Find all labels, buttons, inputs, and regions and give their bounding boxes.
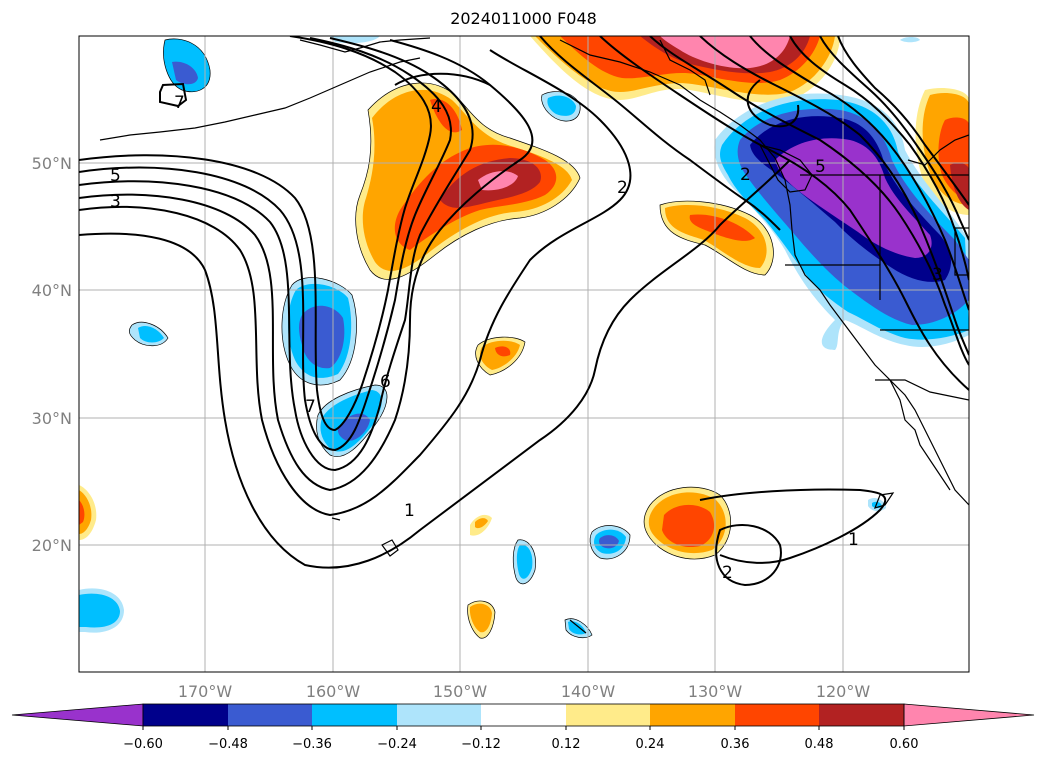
contour-label: 4 — [431, 97, 442, 117]
colorbar-extend-low — [11, 703, 144, 727]
contour-label: 2 — [740, 165, 751, 185]
map-panel: 7 5 3 4 2 2 5 6 7 1 1 2 3 — [79, 36, 969, 672]
lon-label: 160°W — [306, 682, 361, 701]
lat-label: 30°N — [32, 409, 72, 428]
map-title: 2024011000 F048 — [450, 9, 597, 28]
lat-label: 20°N — [32, 536, 72, 555]
colorbar-swatch — [228, 704, 312, 726]
colorbar-tick-label: −0.36 — [292, 737, 332, 752]
colorbar-tick-label: 0.12 — [552, 737, 581, 752]
lat-label: 40°N — [32, 281, 72, 300]
lat-label: 50°N — [32, 154, 72, 173]
coastlines — [99, 37, 969, 634]
colorbar-tick-label: 0.24 — [636, 737, 665, 752]
colorbar-tick-label: −0.12 — [461, 737, 501, 752]
contour-label: 7 — [305, 397, 316, 417]
colorbar-tick-label: −0.24 — [377, 737, 417, 752]
colorbar-swatch — [650, 704, 735, 726]
contour-label: 1 — [848, 530, 859, 550]
colorbar: −0.60 −0.48 −0.36 −0.24 −0.12 0.12 0.24 … — [11, 703, 1035, 752]
longitude-labels: 170°W 160°W 150°W 140°W 130°W 120°W — [178, 682, 871, 701]
lon-label: 170°W — [178, 682, 233, 701]
colorbar-swatch — [397, 704, 481, 726]
contour-label: 5 — [110, 166, 121, 186]
colorbar-swatch — [566, 704, 650, 726]
contour-label: 3 — [110, 192, 121, 212]
colorbar-extend-high — [903, 703, 1035, 727]
lon-label: 150°W — [433, 682, 488, 701]
colorbar-tick-label: 0.60 — [890, 737, 919, 752]
contour-lines — [79, 36, 969, 587]
colorbar-tick-label: 0.36 — [721, 737, 750, 752]
lon-label: 140°W — [561, 682, 616, 701]
colorbar-swatch — [819, 704, 904, 726]
colorbar-swatch — [481, 704, 566, 726]
contour-label: 5 — [815, 157, 826, 177]
colorbar-swatch — [312, 704, 397, 726]
contour-label-group: 7 5 3 4 2 2 5 6 7 1 1 2 3 — [110, 93, 943, 583]
contour-label: 2 — [617, 178, 628, 198]
colorbar-tick-label: −0.60 — [123, 737, 163, 752]
lon-label: 120°W — [816, 682, 871, 701]
colorbar-tick-label: −0.48 — [208, 737, 248, 752]
colorbar-swatch — [735, 704, 819, 726]
map-frame — [78, 35, 970, 673]
contour-label: 6 — [380, 372, 391, 392]
contour-label: 3 — [932, 265, 943, 285]
contour-label: 2 — [722, 563, 733, 583]
shaded-anomaly-field — [79, 36, 969, 639]
lon-label: 130°W — [688, 682, 743, 701]
colorbar-tick-label: 0.48 — [805, 737, 834, 752]
contour-label: 1 — [404, 501, 415, 521]
latitude-labels: 50°N 40°N 30°N 20°N — [32, 154, 72, 555]
contour-label: 7 — [174, 93, 185, 113]
colorbar-swatch — [143, 704, 228, 726]
